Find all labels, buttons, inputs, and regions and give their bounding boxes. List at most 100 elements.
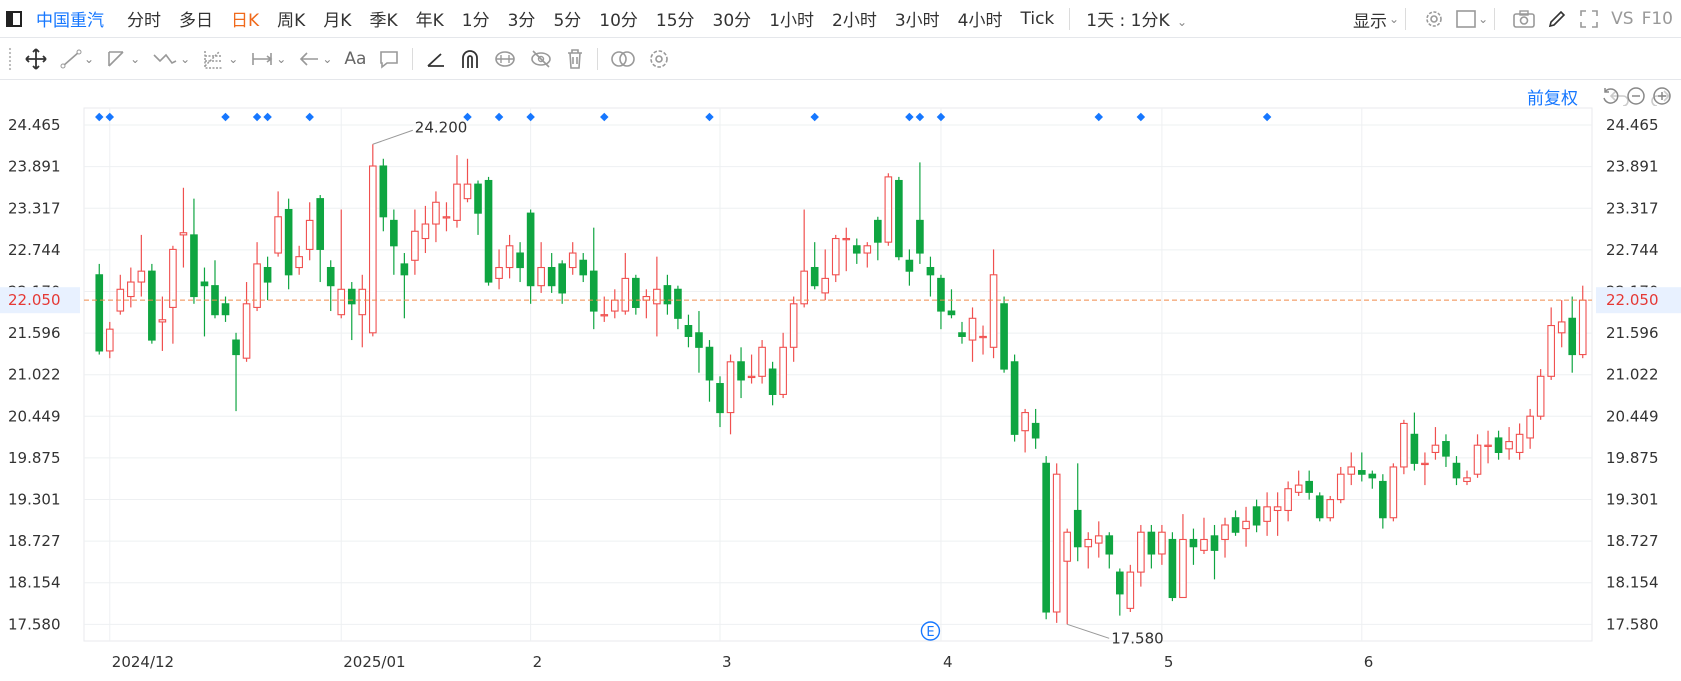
candle-body[interactable] — [1442, 441, 1450, 457]
candle-body[interactable] — [158, 319, 167, 323]
candle-body[interactable] — [1515, 433, 1524, 454]
candle-body[interactable] — [579, 259, 588, 276]
event-marker[interactable] — [1136, 112, 1146, 122]
candle-body[interactable] — [1452, 462, 1461, 479]
layout-square-icon[interactable]: ⌄ — [1456, 10, 1488, 28]
hide-drawings-icon[interactable] — [529, 38, 553, 80]
candle-body[interactable] — [1052, 473, 1061, 613]
candle-body[interactable] — [453, 183, 461, 221]
candle-body[interactable] — [505, 245, 514, 269]
candle-body[interactable] — [390, 219, 398, 247]
line-tool-icon[interactable]: ⌄ — [60, 38, 94, 80]
candle-body[interactable] — [1473, 444, 1482, 475]
candle-body[interactable] — [1494, 437, 1503, 454]
candle-body[interactable] — [1231, 517, 1240, 533]
candle-body[interactable] — [642, 295, 651, 301]
candle-body[interactable] — [937, 277, 945, 312]
candle-body[interactable] — [1126, 571, 1135, 609]
event-marker[interactable] — [252, 112, 262, 122]
candle-body[interactable] — [758, 346, 766, 377]
candle-body[interactable] — [926, 266, 935, 276]
candle-body[interactable] — [400, 263, 409, 276]
candle-body[interactable] — [1305, 480, 1314, 493]
candle-body[interactable] — [610, 299, 619, 312]
candle-body[interactable] — [852, 245, 861, 254]
candle-body[interactable] — [1294, 484, 1303, 493]
event-marker[interactable] — [705, 112, 714, 122]
candle-body[interactable] — [1347, 466, 1356, 475]
magnet-icon[interactable] — [459, 38, 481, 80]
candle-body[interactable] — [200, 281, 209, 287]
candle-body[interactable] — [895, 179, 903, 258]
candle-body[interactable] — [1326, 499, 1335, 519]
candle-body[interactable] — [274, 216, 282, 254]
period-tab[interactable]: 4小时 — [957, 11, 1003, 31]
candle-body[interactable] — [1505, 441, 1513, 450]
candle-body[interactable] — [105, 328, 114, 352]
period-tab[interactable]: 5分 — [553, 11, 582, 31]
trash-icon[interactable] — [565, 38, 585, 80]
candle-body[interactable] — [884, 176, 893, 243]
candle-body[interactable] — [474, 183, 482, 214]
candle-body[interactable] — [716, 383, 724, 414]
candle-body[interactable] — [169, 248, 177, 308]
candle-body[interactable] — [1063, 531, 1072, 562]
event-marker[interactable] — [1262, 112, 1272, 122]
candle-body[interactable] — [821, 277, 830, 294]
candlestick-chart[interactable]: 24.465 24.465 23.891 23.891 23.317 23.317 22.7… — [0, 104, 1681, 681]
candle-body[interactable] — [789, 303, 798, 348]
candle-body[interactable] — [1389, 466, 1398, 519]
candle-body[interactable] — [1568, 317, 1577, 356]
candle-body[interactable] — [1031, 422, 1040, 439]
text-tool-icon[interactable]: Aa — [344, 48, 367, 69]
candle-body[interactable] — [705, 346, 714, 381]
candle-body[interactable] — [1137, 531, 1145, 573]
candle-body[interactable] — [558, 263, 567, 294]
candle-body[interactable] — [1263, 506, 1271, 522]
candle-body[interactable] — [127, 281, 135, 298]
candle-body[interactable] — [1526, 415, 1534, 439]
candle-body[interactable] — [684, 325, 693, 337]
candle-body[interactable] — [1557, 321, 1566, 334]
candle-body[interactable] — [1431, 444, 1440, 454]
comment-tool-icon[interactable] — [378, 38, 400, 80]
candle-body[interactable] — [1536, 375, 1545, 417]
period-tab[interactable]: 30分 — [712, 11, 752, 31]
candle-body[interactable] — [516, 252, 524, 269]
candle-body[interactable] — [842, 237, 851, 241]
candle-body[interactable] — [1084, 538, 1093, 548]
candle-body[interactable] — [947, 310, 956, 316]
f10-button[interactable]: F10 — [1641, 9, 1673, 29]
event-marker[interactable] — [810, 112, 819, 122]
candle-body[interactable] — [347, 288, 356, 305]
candle-body[interactable] — [1158, 531, 1166, 555]
candle-body[interactable] — [1421, 462, 1429, 466]
candle-body[interactable] — [1336, 473, 1345, 501]
candle-body[interactable] — [968, 317, 977, 341]
measure-tool-icon[interactable]: ⌄ — [250, 38, 286, 80]
candle-body[interactable] — [526, 212, 535, 287]
candle-body[interactable] — [484, 179, 493, 283]
candle-body[interactable] — [1547, 325, 1555, 377]
event-marker[interactable] — [915, 112, 925, 122]
redo-icon[interactable] — [1649, 88, 1671, 106]
candle-body[interactable] — [358, 288, 367, 316]
zoom-out-icon[interactable] — [1626, 86, 1646, 106]
candle-body[interactable] — [284, 208, 293, 276]
candle-body[interactable] — [263, 266, 272, 283]
angle-tool-icon[interactable] — [425, 38, 447, 80]
drag-handle-icon[interactable] — [8, 46, 12, 71]
period-tab[interactable]: 10分 — [599, 11, 638, 31]
candle-body[interactable] — [432, 201, 440, 225]
candle-body[interactable] — [1578, 299, 1587, 356]
candle-body[interactable] — [95, 274, 104, 352]
candle-body[interactable] — [1000, 303, 1008, 370]
event-marker[interactable] — [936, 112, 946, 122]
event-marker[interactable] — [1094, 112, 1104, 122]
candle-body[interactable] — [547, 266, 556, 287]
move-cross-icon[interactable] — [24, 38, 48, 80]
candle-body[interactable] — [1042, 462, 1050, 613]
candle-body[interactable] — [1210, 535, 1219, 551]
period-tab[interactable]: 周K — [277, 11, 306, 31]
zoom-in-icon[interactable] — [1652, 86, 1672, 106]
